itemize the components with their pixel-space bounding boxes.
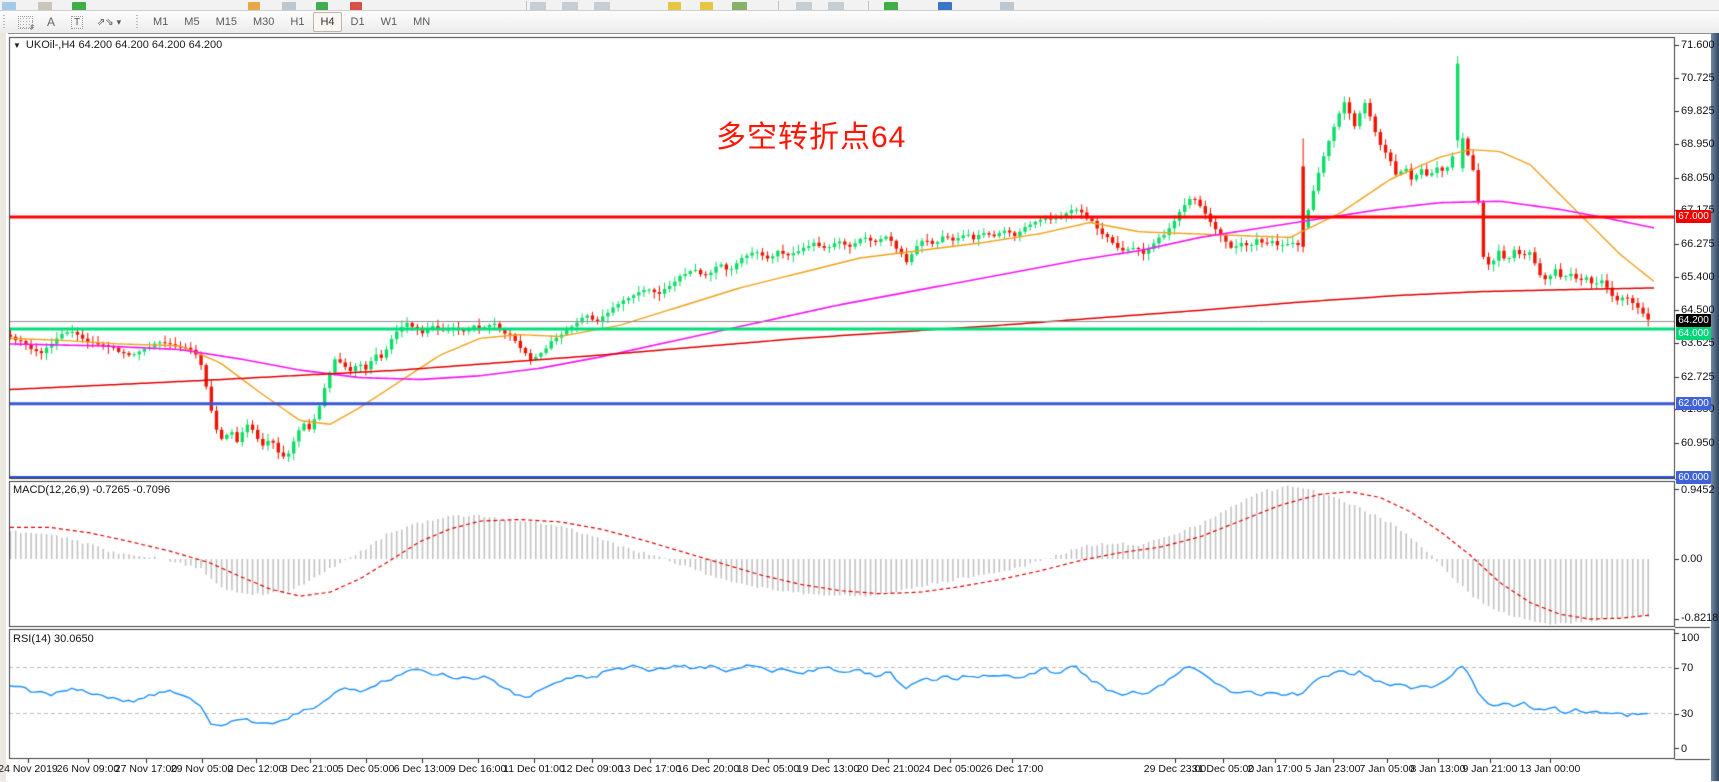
price-tick-label: 66.275 [1681,237,1715,250]
symbol-ohlc-text: UKOil-,H4 64.200 64.200 64.200 64.200 [25,39,223,51]
price-tick-label: 71.600 [1681,39,1715,51]
price-tick-label: 63.625 [1681,337,1715,350]
time-axis-label: 12 Dec 09:00 [560,763,624,775]
time-axis-label: 24 Dec 05:00 [918,763,982,775]
rsi-scale-label: 0 [1681,743,1688,755]
rsi-scale-label: 70 [1681,661,1694,674]
time-axis-label: 2 Jan 17:00 [1247,763,1303,775]
time-axis-label: 7 Jan 05:00 [1359,763,1415,775]
macd-label: MACD(12,26,9) -0.7265 -0.7096 [13,484,171,496]
time-axis-label: 13 Dec 17:00 [618,763,682,775]
time-axis-label: 26 Dec 17:00 [980,763,1044,775]
price-badge: 67.000 [1676,210,1711,224]
time-axis-label: 19 Dec 13:00 [796,763,860,775]
price-tick-label: 60.950 [1681,436,1715,449]
time-axis-label: 5 Dec 05:00 [337,763,395,775]
time-axis-label: 24 Nov 2019 [0,763,58,775]
time-axis-label: 18 Dec 05:00 [736,763,800,775]
time-axis-label: 13 Jan 00:00 [1519,763,1581,775]
time-axis-label: 16 Dec 20:00 [676,763,740,775]
price-badge: 62.000 [1676,397,1711,411]
rsi-scale-label: 100 [1681,632,1700,644]
time-axis-label: 27 Nov 17:00 [114,763,178,775]
time-axis-label: 9 Jan 21:00 [1462,763,1518,775]
time-axis-label: 8 Jan 13:00 [1410,763,1466,775]
price-tick-label: 68.050 [1681,171,1715,184]
price-tick-label: 64.500 [1681,304,1715,317]
price-badge: 60.000 [1676,471,1711,484]
time-axis-label: 5 Jan 23:00 [1305,763,1361,775]
time-axis-label: 9 Dec 16:00 [449,763,507,775]
price-tick-label: 68.950 [1681,138,1715,151]
rsi-scale-label: 30 [1681,707,1694,720]
time-axis-label: 29 Dec 23:00 [1143,763,1207,775]
price-badge: 64.200 [1676,314,1711,327]
macd-scale-label: 0.00 [1681,553,1703,565]
price-tick-label: 62.725 [1681,370,1715,383]
price-tick-label: 69.825 [1681,105,1715,118]
chart-annotation-text[interactable]: 多空转折点64 [716,121,907,154]
price-tick-label: 70.725 [1681,71,1715,84]
time-axis-label: 29 Nov 05:00 [170,763,234,775]
time-axis-label: 20 Dec 21:00 [856,763,920,775]
time-axis-label: 26 Nov 09:00 [56,763,120,775]
symbol-dropdown-icon[interactable]: ▼ [13,40,21,50]
macd-scale-label: -0.8218 [1681,612,1719,624]
time-axis-label: 6 Dec 13:00 [393,763,451,775]
symbol-label: ▼ UKOil-,H4 64.200 64.200 64.200 64.200 [13,39,222,51]
macd-scale-label: 0.9452 [1681,484,1715,496]
time-axis-label: 2 Dec 12:00 [227,763,285,775]
price-tick-label: 65.400 [1681,270,1715,283]
rsi-label: RSI(14) 30.0650 [13,633,94,645]
time-axis-label: 31 Dec 05:00 [1191,763,1255,775]
time-axis-label: 11 Dec 01:00 [503,763,565,775]
time-axis-label: 3 Dec 21:00 [281,763,339,775]
price-badge: 64.000 [1676,327,1711,340]
